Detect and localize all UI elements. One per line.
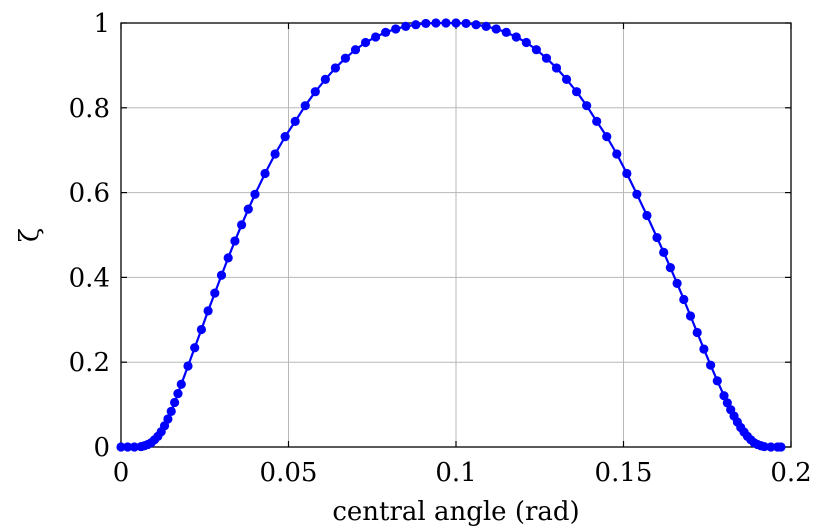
data-point: [481, 21, 491, 31]
data-point: [310, 87, 320, 97]
data-point: [652, 232, 662, 243]
data-point: [719, 391, 729, 401]
data-point: [501, 27, 511, 37]
data-point: [541, 53, 552, 63]
data-point: [431, 18, 441, 28]
data-point: [260, 168, 270, 179]
data-point: [183, 361, 193, 371]
data-point: [290, 116, 300, 126]
data-point: [572, 87, 582, 97]
data-point: [622, 168, 632, 179]
y-tick-label: 0.4: [69, 263, 110, 293]
data-point: [642, 210, 652, 221]
data-point: [722, 398, 732, 408]
data-point: [166, 406, 176, 416]
y-axis-label: ζ: [15, 228, 45, 242]
data-point: [592, 116, 602, 126]
data-point: [531, 45, 542, 55]
data-point: [230, 236, 240, 246]
x-axis-label: central angle (rad): [332, 497, 579, 527]
x-tick-label: 0.1: [435, 458, 476, 488]
data-point: [129, 442, 139, 452]
data-point: [632, 189, 642, 199]
y-tick-label: 0: [93, 433, 110, 463]
y-tick-label: 0.6: [69, 179, 110, 209]
data-point: [123, 442, 133, 452]
grid: [121, 23, 791, 447]
data-point: [582, 101, 592, 111]
data-point: [421, 18, 431, 29]
data-point: [411, 20, 421, 30]
data-point: [451, 18, 461, 28]
data-point: [521, 37, 531, 48]
data-point: [561, 74, 572, 84]
data-point: [491, 24, 501, 34]
data-point: [159, 421, 170, 431]
data-point: [381, 27, 391, 37]
data-point: [401, 21, 411, 31]
x-tick-label: 0.15: [595, 458, 653, 488]
data-point: [196, 324, 206, 335]
data-point: [340, 53, 351, 63]
data-point: [203, 306, 213, 316]
data-point: [243, 204, 253, 214]
data-point: [173, 388, 183, 399]
data-point: [163, 414, 173, 424]
y-tick-label: 0.2: [69, 348, 110, 378]
data-point: [116, 442, 126, 452]
data-point: [270, 149, 280, 159]
data-point: [685, 311, 696, 321]
data-point: [471, 20, 481, 30]
data-point: [706, 360, 716, 370]
y-tick-labels: 0 0.2 0.4 0.6 0.8 1: [69, 9, 110, 463]
data-point: [699, 344, 709, 354]
data-point: [360, 37, 371, 48]
data-point: [665, 263, 676, 273]
data-point: [679, 294, 689, 305]
data-point: [659, 247, 669, 257]
series-line: [121, 21, 781, 449]
data-point: [441, 18, 451, 28]
data-point: [170, 397, 180, 408]
data-point: [692, 327, 702, 338]
series-group: [116, 18, 786, 452]
x-tick-label: 0.05: [260, 458, 318, 488]
data-point: [511, 32, 521, 42]
data-point: [672, 278, 682, 288]
data-point: [280, 132, 290, 142]
data-point: [223, 253, 233, 263]
data-point: [350, 45, 361, 55]
data-point: [776, 442, 786, 452]
data-point: [210, 288, 220, 298]
y-tick-label: 0.8: [69, 94, 110, 124]
data-point: [237, 220, 247, 230]
data-point: [250, 189, 260, 199]
data-point: [300, 101, 310, 111]
data-point: [216, 270, 227, 280]
data-point: [612, 149, 622, 159]
data-point: [320, 74, 330, 84]
data-point: [766, 442, 776, 452]
x-tick-label: 0.2: [770, 458, 811, 488]
data-point: [602, 132, 612, 142]
x-tick-labels: 0 0.05 0.1 0.15 0.2: [113, 458, 812, 488]
data-point: [176, 379, 186, 389]
data-point: [759, 441, 769, 452]
y-tick-label: 1: [93, 9, 110, 39]
data-point: [391, 24, 401, 34]
data-point: [712, 376, 722, 386]
data-point: [461, 18, 471, 29]
data-point: [190, 343, 200, 353]
x-tick-label: 0: [113, 458, 130, 488]
data-point: [330, 63, 340, 73]
data-point: [551, 63, 562, 73]
data-point: [371, 32, 381, 42]
